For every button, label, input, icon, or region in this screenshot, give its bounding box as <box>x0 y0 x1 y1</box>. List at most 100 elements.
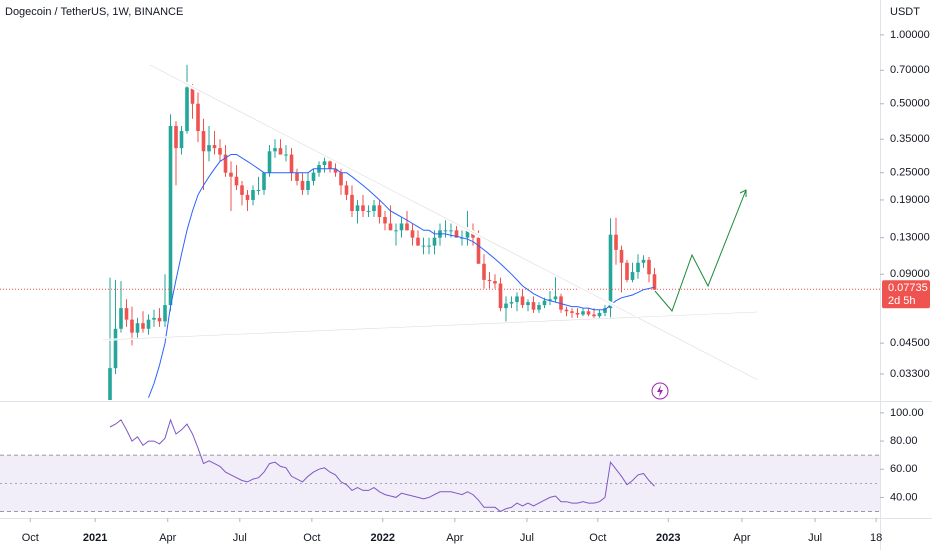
candle-body <box>207 145 211 152</box>
event-bolt <box>657 385 663 397</box>
candle-body <box>300 180 305 191</box>
candle-body <box>289 154 294 173</box>
candle-body <box>185 87 189 132</box>
candle-body <box>179 131 184 149</box>
candle-body <box>130 319 134 333</box>
candle-body <box>295 172 299 181</box>
candle-body <box>196 103 200 132</box>
y-tick-label: 0.70000 <box>890 64 930 76</box>
candle-body <box>575 312 580 315</box>
y-tick-label: 0.19000 <box>890 194 930 206</box>
candle-body <box>383 217 387 224</box>
candle-body <box>372 205 376 212</box>
candle-body <box>328 161 332 169</box>
candle-body <box>432 237 437 246</box>
projection-arrowhead <box>739 189 747 197</box>
x-tick-label: Oct <box>22 532 39 544</box>
candle-body <box>603 308 607 313</box>
candle-body <box>350 194 354 212</box>
candle-body <box>427 245 431 247</box>
support-line-shade <box>102 311 759 341</box>
x-tick-label: Jul <box>808 532 822 544</box>
candle-body <box>388 223 393 231</box>
candle-body <box>548 299 552 301</box>
candle-body <box>570 311 574 313</box>
candle-body <box>333 168 338 173</box>
last-price-label: 0.07735 <box>888 282 928 294</box>
candle-body <box>284 154 288 156</box>
candle-body <box>174 125 178 149</box>
y-tick-label: 0.50000 <box>890 98 930 110</box>
candle-body <box>625 262 629 280</box>
candle-body <box>647 259 651 275</box>
candle-body <box>306 180 310 191</box>
rsi-line <box>109 418 655 513</box>
y-tick-label: 0.03300 <box>890 368 930 380</box>
candle-body <box>146 319 151 329</box>
candle-body <box>278 148 283 155</box>
candle-body <box>234 176 239 186</box>
candle-body <box>564 309 569 312</box>
rsi-tick-label: 60.00 <box>890 463 918 475</box>
candle-body <box>597 312 602 317</box>
candle-body <box>443 230 448 232</box>
candle-body <box>652 274 657 290</box>
candle-body <box>608 234 613 309</box>
ma-line <box>148 154 655 398</box>
rsi-pane <box>0 418 880 513</box>
candle-body <box>223 154 228 173</box>
chart-title: Dogecoin / TetherUS, 1W, BINANCE <box>5 6 183 18</box>
candle-body <box>487 279 492 282</box>
candle-body <box>641 259 646 263</box>
x-tick-label: Apr <box>733 532 750 544</box>
candle-body <box>520 296 525 306</box>
trendline <box>149 64 759 381</box>
candle-body <box>355 205 360 212</box>
candle-body <box>124 308 129 320</box>
candle-body <box>344 185 349 195</box>
candle-body <box>251 190 255 200</box>
candle-body <box>581 311 585 315</box>
candle-body <box>465 230 470 238</box>
candle-body <box>493 281 497 284</box>
x-tick-label: Oct <box>589 532 606 544</box>
candle-body <box>449 230 453 232</box>
rsi-tick-label: 80.00 <box>890 435 918 447</box>
x-tick-label: 2023 <box>656 532 680 544</box>
x-tick-label: Jul <box>233 532 247 544</box>
candle-body <box>152 317 156 320</box>
candle-body <box>119 308 123 329</box>
candle-body <box>218 148 222 155</box>
candle-body <box>405 223 409 231</box>
x-tick-label: Apr <box>446 532 463 544</box>
candle-body <box>515 296 519 303</box>
candle-body <box>416 237 420 246</box>
countdown-label: 2d 5h <box>888 295 916 307</box>
x-tick-label: 2021 <box>83 532 107 544</box>
candle-body <box>559 296 563 310</box>
candle-body <box>498 283 503 309</box>
candle-body <box>190 87 195 104</box>
drawings <box>102 63 759 400</box>
candle-body <box>212 145 217 149</box>
x-tick-label: 2022 <box>371 532 395 544</box>
candle-body <box>619 249 624 263</box>
candle-body <box>262 172 266 191</box>
x-tick-label: Apr <box>159 532 176 544</box>
candle-body <box>245 194 250 200</box>
candle-body <box>311 172 316 181</box>
candle-body <box>537 305 541 310</box>
x-tick-label: Oct <box>303 532 320 544</box>
candle-body <box>421 245 426 247</box>
candle-body <box>504 303 508 309</box>
candle-body <box>256 190 261 192</box>
x-tick-label: 18 <box>870 532 882 544</box>
candle-body <box>168 125 173 306</box>
y-tick-label: 0.35000 <box>890 133 930 145</box>
candle-body <box>410 230 415 238</box>
y-tick-label: 0.13000 <box>890 232 930 244</box>
candle-body <box>531 302 536 310</box>
candle-body <box>361 205 365 212</box>
trendline-shade <box>149 64 759 381</box>
